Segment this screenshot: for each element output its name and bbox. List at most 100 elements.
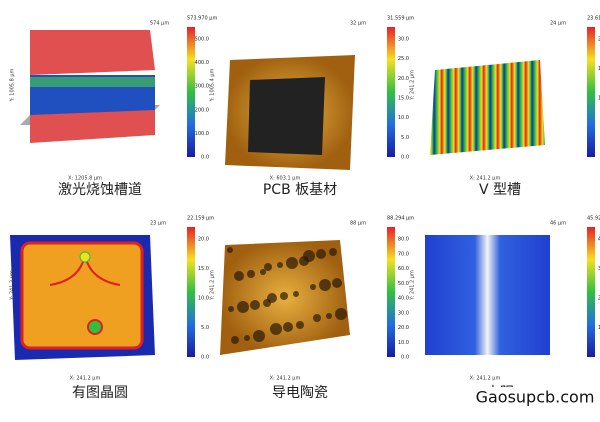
tick-label: 20.0 — [598, 37, 600, 43]
surface — [244, 335, 250, 341]
tick-label: 40.0 — [398, 296, 409, 302]
tick-label: 70.0 — [398, 251, 409, 257]
surface — [30, 30, 155, 75]
surface — [332, 278, 342, 288]
surface — [267, 293, 277, 303]
caption: PCB 板基材 — [263, 181, 337, 198]
z-label: 88 µm — [350, 221, 366, 227]
tick-label: 30.0 — [398, 37, 409, 43]
color-bar — [187, 227, 195, 357]
surface — [30, 77, 155, 87]
scale-max: 23.619 µm — [587, 16, 600, 22]
z-label: 46 µm — [550, 221, 566, 227]
surface — [87, 319, 103, 335]
y-axis-label: Y: 241.2 µm — [410, 270, 416, 301]
surface — [277, 262, 283, 268]
z-label: 32 µm — [350, 21, 366, 27]
z-label: 574 µm — [150, 21, 169, 27]
surface — [430, 60, 545, 155]
surface — [30, 110, 155, 143]
surface — [319, 279, 331, 291]
color-bar — [187, 27, 195, 157]
tick-label: 400.0 — [195, 60, 209, 66]
surface — [313, 314, 321, 322]
caption: V 型槽 — [479, 182, 521, 198]
scale-max: 573.970 µm — [187, 16, 217, 22]
tick-label: 300.0 — [195, 84, 209, 90]
scale-max: 22.159 µm — [187, 216, 214, 222]
x-axis-label: X: 241.2 µm — [470, 376, 501, 382]
scale-max: 31.559 µm — [387, 16, 414, 22]
tick-label: 30.0 — [598, 266, 600, 272]
surface — [286, 257, 298, 269]
tick-label: 10.0 — [598, 325, 600, 331]
tick-label: 10.0 — [598, 96, 600, 102]
color-bar — [387, 27, 395, 157]
tick-label: 0.0 — [401, 355, 409, 361]
tick-label: 60.0 — [398, 266, 409, 272]
surface — [260, 269, 266, 275]
tick-label: 100.0 — [195, 131, 209, 137]
caption: 激光烧蚀槽道 — [58, 181, 142, 198]
surface — [303, 250, 315, 262]
surface — [264, 263, 272, 271]
y-axis-label: Y: 241.2 µm — [210, 270, 216, 301]
tick-label: 20.0 — [398, 76, 409, 82]
tick-label: 15.0 — [398, 96, 409, 102]
scale-max: 88.294 µm — [387, 216, 414, 222]
scale-max: 45.925 µm — [587, 216, 600, 222]
tick-label: 20.0 — [598, 296, 600, 302]
color-bar — [587, 27, 595, 157]
surface — [248, 77, 325, 155]
watermark: Gaosupcb.com — [476, 388, 595, 407]
x-axis-label: X: 603.1 µm — [270, 176, 301, 182]
color-bar — [387, 227, 395, 357]
z-label: 24 µm — [550, 21, 566, 27]
surface — [227, 247, 233, 253]
surface — [231, 336, 239, 344]
tick-label: 15.0 — [598, 66, 600, 72]
tick-label: 20.0 — [198, 237, 209, 243]
surface — [316, 249, 326, 259]
y-axis-label: Y: 1005.4 µm — [210, 68, 216, 102]
surface — [310, 284, 316, 290]
tick-label: 50.0 — [398, 281, 409, 287]
z-label: 23 µm — [150, 221, 166, 227]
tick-label: 0.0 — [201, 155, 209, 161]
surface — [329, 248, 337, 256]
surface — [234, 271, 244, 281]
tick-label: 20.0 — [398, 325, 409, 331]
surface — [296, 321, 304, 329]
y-axis-label: Y: 241.2 µm — [10, 270, 16, 301]
surface — [253, 330, 265, 342]
tick-label: 80.0 — [398, 237, 409, 243]
tick-label: 5.0 — [201, 325, 209, 331]
tick-label: 30.0 — [398, 310, 409, 316]
tick-label: 0.0 — [401, 155, 409, 161]
tick-label: 25.0 — [398, 56, 409, 62]
watermark-bg — [470, 387, 600, 409]
surface — [280, 292, 288, 300]
surface — [247, 270, 255, 278]
tick-label: 5.0 — [401, 135, 409, 141]
surface — [270, 323, 282, 335]
caption: 有图晶圆 — [72, 385, 128, 401]
x-axis-label: X: 241.2 µm — [270, 376, 301, 382]
surface — [228, 306, 234, 312]
surface — [293, 291, 299, 297]
x-axis-label: X: 241.2 µm — [470, 176, 501, 182]
x-axis-label: X: 241.2 µm — [70, 376, 101, 382]
tick-label: 15.0 — [198, 266, 209, 272]
x-axis-label: X: 1205.8 µm — [68, 176, 102, 182]
tick-label: 0.0 — [201, 355, 209, 361]
color-bar — [587, 227, 595, 357]
tick-label: 500.0 — [195, 37, 209, 43]
surface — [20, 241, 144, 350]
tick-label: 10.0 — [198, 296, 209, 302]
surface — [237, 301, 249, 313]
tick-label: 200.0 — [195, 107, 209, 113]
tick-label: 40.0 — [598, 237, 600, 243]
y-axis-label: Y: 1005.8 µm — [10, 68, 16, 102]
tick-label: 10.0 — [398, 115, 409, 121]
